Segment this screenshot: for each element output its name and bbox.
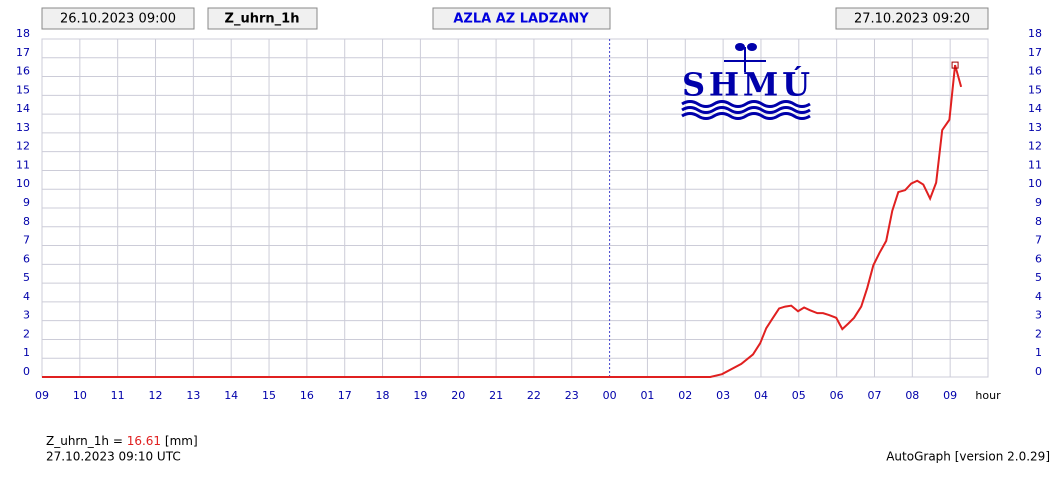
x-tick-label: 10 [73, 389, 87, 402]
x-tick-label: 02 [678, 389, 692, 402]
footer-label: Z_uhrn_1h = 16.61 [mm] [46, 434, 198, 448]
y2-tick-label: 17 [1028, 46, 1042, 59]
y2-tick-label: 16 [1028, 65, 1042, 78]
x-tick-label: 12 [149, 389, 163, 402]
x-tick-label: 09 [943, 389, 957, 402]
logo-cup [735, 43, 745, 51]
y2-tick-label: 4 [1035, 290, 1042, 303]
logo-waves [681, 100, 811, 120]
x-tick-label: 13 [186, 389, 200, 402]
x-tick-label: 15 [262, 389, 276, 402]
y2-tick-label: 6 [1035, 252, 1042, 265]
y2-tick-label: 3 [1035, 309, 1042, 322]
variable-name: Z_uhrn_1h [225, 12, 300, 27]
x-tick-label: 14 [224, 389, 238, 402]
variable-box [207, 7, 318, 30]
footer-unit: [mm] [165, 434, 198, 448]
x-tick-label: 17 [338, 389, 352, 402]
y-tick-label: 2 [23, 327, 30, 340]
x-tick-label: 03 [716, 389, 730, 402]
footer-time: 27.10.2023 09:10 UTC [46, 450, 181, 464]
y-tick-label: 10 [16, 177, 30, 190]
x-tick-label: 08 [905, 389, 919, 402]
logo-text: SHMÚ [682, 66, 810, 104]
y2-tick-label: 0 [1035, 365, 1042, 378]
data-line [42, 64, 963, 378]
x-tick-label: 07 [867, 389, 881, 402]
y2-tick-label: 13 [1028, 121, 1042, 134]
plot [42, 61, 963, 378]
y-tick-label: 3 [23, 309, 30, 322]
x-tick-label: 20 [451, 389, 465, 402]
y2-tick-label: 11 [1028, 158, 1042, 171]
y-tick-label: 5 [23, 271, 30, 284]
y2-tick-label: 2 [1035, 327, 1042, 340]
y-tick-label: 16 [16, 65, 30, 78]
y-tick-label: 15 [16, 83, 30, 96]
y-tick-label: 11 [16, 158, 30, 171]
logo-cup [747, 43, 757, 51]
y-tick-label: 6 [23, 252, 30, 265]
footer-value: 16.61 [127, 434, 161, 448]
x-tick-label: 00 [603, 389, 617, 402]
y2-tick-label: 10 [1028, 177, 1042, 190]
y-tick-label: 12 [16, 140, 30, 153]
x-tick-label: 18 [376, 389, 390, 402]
y-tick-label: 14 [16, 102, 30, 115]
end-time: 27.10.2023 09:20 [854, 12, 970, 27]
footer-version: AutoGraph [version 2.0.29] [886, 450, 1050, 464]
y2-tick-label: 1 [1035, 346, 1042, 359]
x-tick-label: 06 [830, 389, 844, 402]
start-time: 26.10.2023 09:00 [60, 12, 176, 27]
x-tick-label: 22 [527, 389, 541, 402]
y2-tick-label: 12 [1028, 140, 1042, 153]
start-box [41, 7, 195, 30]
y-tick-label: 1 [23, 346, 30, 359]
end-box [835, 7, 989, 30]
y-tick-label: 7 [23, 234, 30, 247]
current-marker [951, 61, 959, 69]
x-tick-label: 11 [111, 389, 125, 402]
x-tick-label: 21 [489, 389, 503, 402]
footer-variable: Z_uhrn_1h = [46, 434, 123, 448]
y-tick-label: 9 [23, 196, 30, 209]
y2-tick-label: 18 [1028, 27, 1042, 40]
y-tick-label: 18 [16, 27, 30, 40]
x-axis-label: hour [975, 389, 1001, 402]
y-tick-label: 4 [23, 290, 30, 303]
y-tick-label: 0 [23, 365, 30, 378]
x-tick-label: 01 [640, 389, 654, 402]
y2-tick-label: 7 [1035, 234, 1042, 247]
x-tick-label: 23 [565, 389, 579, 402]
y-tick-label: 17 [16, 46, 30, 59]
y2-tick-label: 5 [1035, 271, 1042, 284]
logo: SHMÚ [681, 43, 811, 120]
y-tick-label: 13 [16, 121, 30, 134]
x-tick-label: 16 [300, 389, 314, 402]
y2-tick-label: 9 [1035, 196, 1042, 209]
x-tick-label: 04 [754, 389, 768, 402]
x-tick-label: 05 [792, 389, 806, 402]
station-name: AZLA AZ LADZANY [453, 12, 589, 27]
y2-tick-label: 8 [1035, 215, 1042, 228]
y-tick-label: 8 [23, 215, 30, 228]
y2-tick-label: 14 [1028, 102, 1042, 115]
station-box [432, 7, 611, 30]
y2-tick-label: 15 [1028, 83, 1042, 96]
x-tick-label: 19 [413, 389, 427, 402]
x-tick-label: 09 [35, 389, 49, 402]
